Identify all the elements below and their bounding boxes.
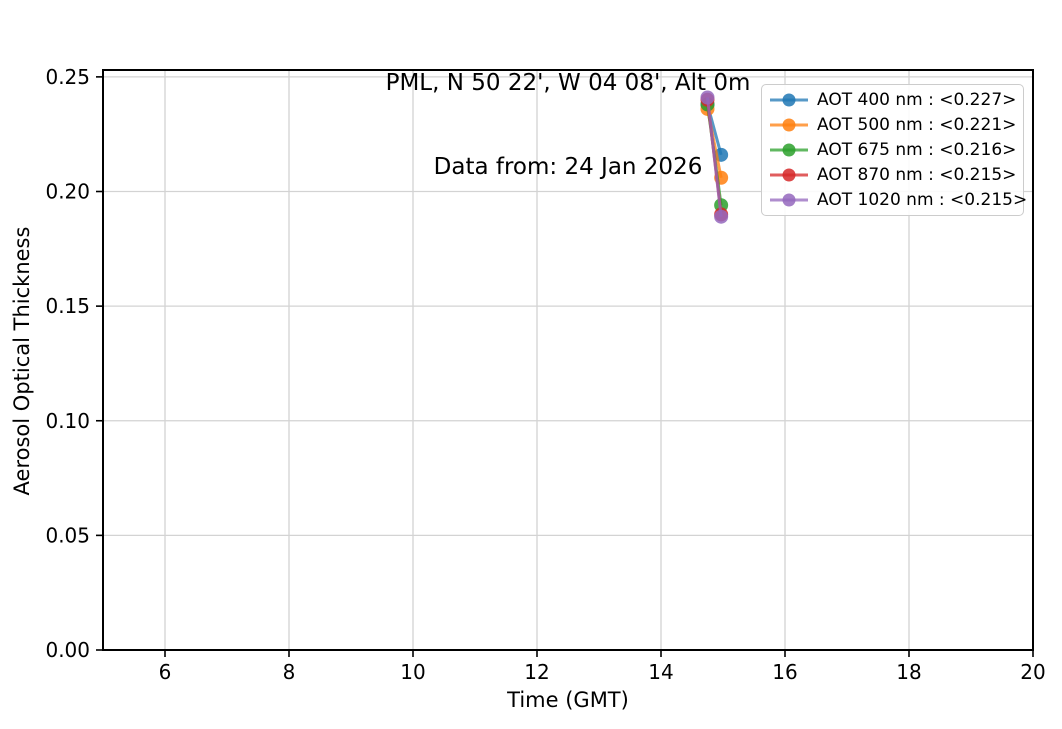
legend: AOT 400 nm : <0.227> AOT 500 nm : <0.221>… [761, 84, 1027, 216]
y-axis-label: Aerosol Optical Thickness [10, 226, 34, 496]
y-tick-label: 0.15 [45, 294, 90, 318]
legend-label: AOT 500 nm : <0.221> [817, 115, 1017, 136]
y-tick-label: 0.00 [45, 638, 90, 662]
data-point [714, 209, 729, 224]
y-tick-label: 0.25 [45, 65, 90, 89]
axes-box [102, 69, 1034, 651]
legend-marker-icon [770, 118, 808, 132]
legend-item: AOT 675 nm : <0.216> [770, 138, 1017, 163]
data-point [700, 90, 715, 105]
legend-dot [782, 118, 796, 132]
chart-title-block: PML, N 50 22', W 04 08', Alt 0m Data fro… [103, 13, 1033, 237]
legend-item: AOT 500 nm : <0.221> [770, 113, 1017, 138]
chart-title: PML, N 50 22', W 04 08', Alt 0m [385, 70, 751, 96]
x-tick-label: 10 [400, 660, 425, 684]
legend-marker-icon [770, 143, 808, 157]
x-tick-label: 8 [283, 660, 296, 684]
legend-label: AOT 675 nm : <0.216> [817, 139, 1017, 160]
legend-item: AOT 870 nm : <0.215> [770, 162, 1017, 187]
chart-subtitle: Data from: 24 Jan 2026 [433, 154, 703, 180]
legend-dot [782, 168, 796, 182]
y-tick-label: 0.05 [45, 523, 90, 547]
x-tick-label: 6 [159, 660, 172, 684]
legend-marker-icon [770, 168, 808, 182]
series-line-4 [706, 97, 723, 217]
legend-label: AOT 400 nm : <0.227> [817, 90, 1017, 111]
legend-item: AOT 1020 nm : <0.215> [770, 187, 1027, 212]
y-tick-label: 0.20 [45, 180, 90, 204]
x-axis-label: Time (GMT) [507, 688, 629, 712]
legend-dot [782, 93, 796, 107]
x-tick-label: 14 [648, 660, 673, 684]
legend-item: AOT 400 nm : <0.227> [770, 88, 1017, 113]
legend-dot [782, 193, 796, 207]
legend-marker-icon [770, 93, 808, 107]
x-tick-label: 16 [772, 660, 797, 684]
x-tick-label: 20 [1020, 660, 1045, 684]
legend-marker-icon [770, 193, 808, 207]
y-tick-label: 0.10 [45, 409, 90, 433]
x-tick-label: 18 [896, 660, 921, 684]
x-tick-label: 12 [524, 660, 549, 684]
legend-label: AOT 1020 nm : <0.215> [817, 189, 1028, 210]
legend-label: AOT 870 nm : <0.215> [817, 164, 1017, 185]
legend-dot [782, 143, 796, 157]
